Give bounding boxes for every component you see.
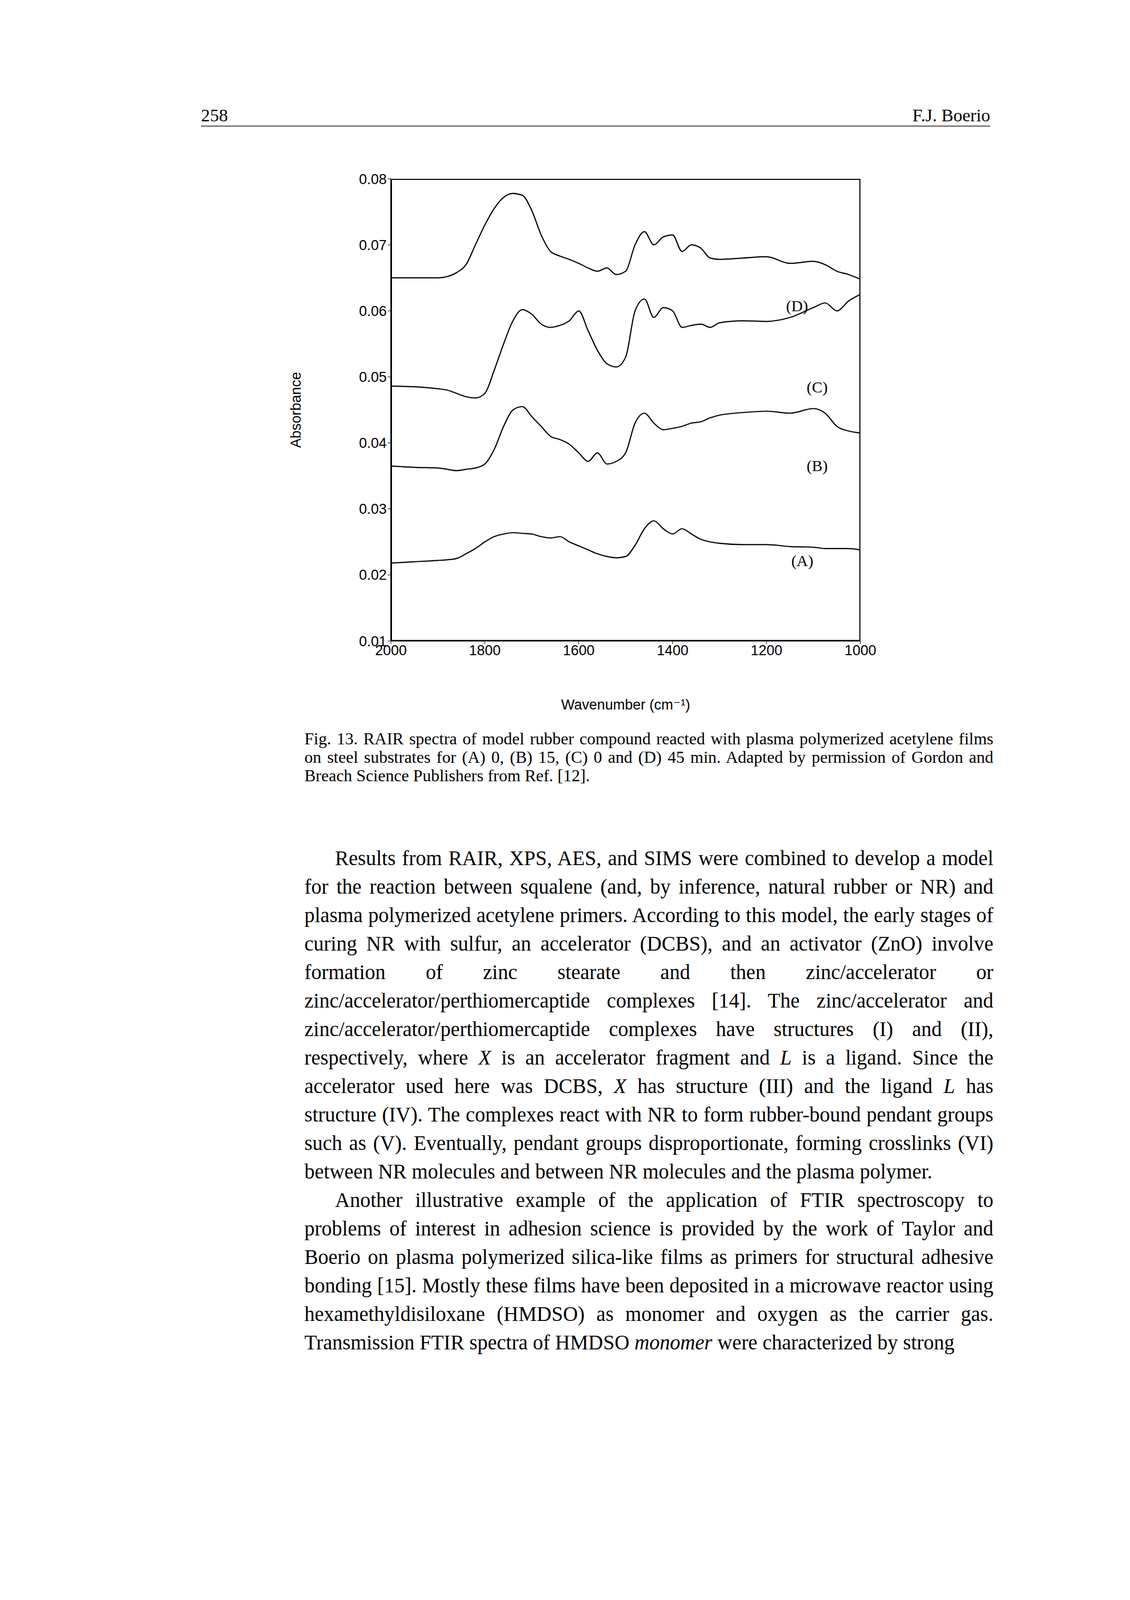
html-text:(D): (D) bbox=[786, 297, 809, 315]
svg-text:2000: 2000 bbox=[375, 642, 407, 659]
svg-text:0.08: 0.08 bbox=[358, 171, 387, 188]
svg-text:0.04: 0.04 bbox=[358, 435, 387, 452]
svg-text:1800: 1800 bbox=[468, 642, 501, 659]
html-text:(A): (A) bbox=[791, 551, 814, 570]
svg-text:1000: 1000 bbox=[844, 642, 877, 659]
svg-text:1200: 1200 bbox=[750, 642, 783, 659]
svg-text:1400: 1400 bbox=[656, 642, 689, 659]
svg-text:0.07: 0.07 bbox=[358, 237, 387, 254]
html-text:258: 258 bbox=[200, 105, 228, 126]
html-text:(B): (B) bbox=[806, 456, 828, 475]
svg-text:0.03: 0.03 bbox=[358, 501, 387, 517]
html-text:F.J. Boerio: F.J. Boerio bbox=[912, 105, 991, 126]
svg-text:0.06: 0.06 bbox=[358, 303, 387, 320]
svg-text:0.05: 0.05 bbox=[358, 369, 387, 386]
html-text:Fig. 13. RAIR spectra of model: Fig. 13. RAIR spectra of model rubber co… bbox=[304, 729, 994, 785]
svg-text:1600: 1600 bbox=[562, 642, 595, 659]
html-text:Another illustrative example o: Another illustrative example of the appl… bbox=[304, 1188, 994, 1354]
html-text:Results from RAIR, XPS, AES, a: Results from RAIR, XPS, AES, and SIMS we… bbox=[304, 846, 994, 1183]
svg-text:0.02: 0.02 bbox=[358, 567, 387, 583]
svg-text:Wavenumber (cm⁻¹): Wavenumber (cm⁻¹) bbox=[561, 696, 691, 713]
svg-text:Absorbance: Absorbance bbox=[288, 371, 304, 448]
svg-text:0.01: 0.01 bbox=[358, 633, 387, 650]
html-text:(C): (C) bbox=[806, 378, 828, 396]
